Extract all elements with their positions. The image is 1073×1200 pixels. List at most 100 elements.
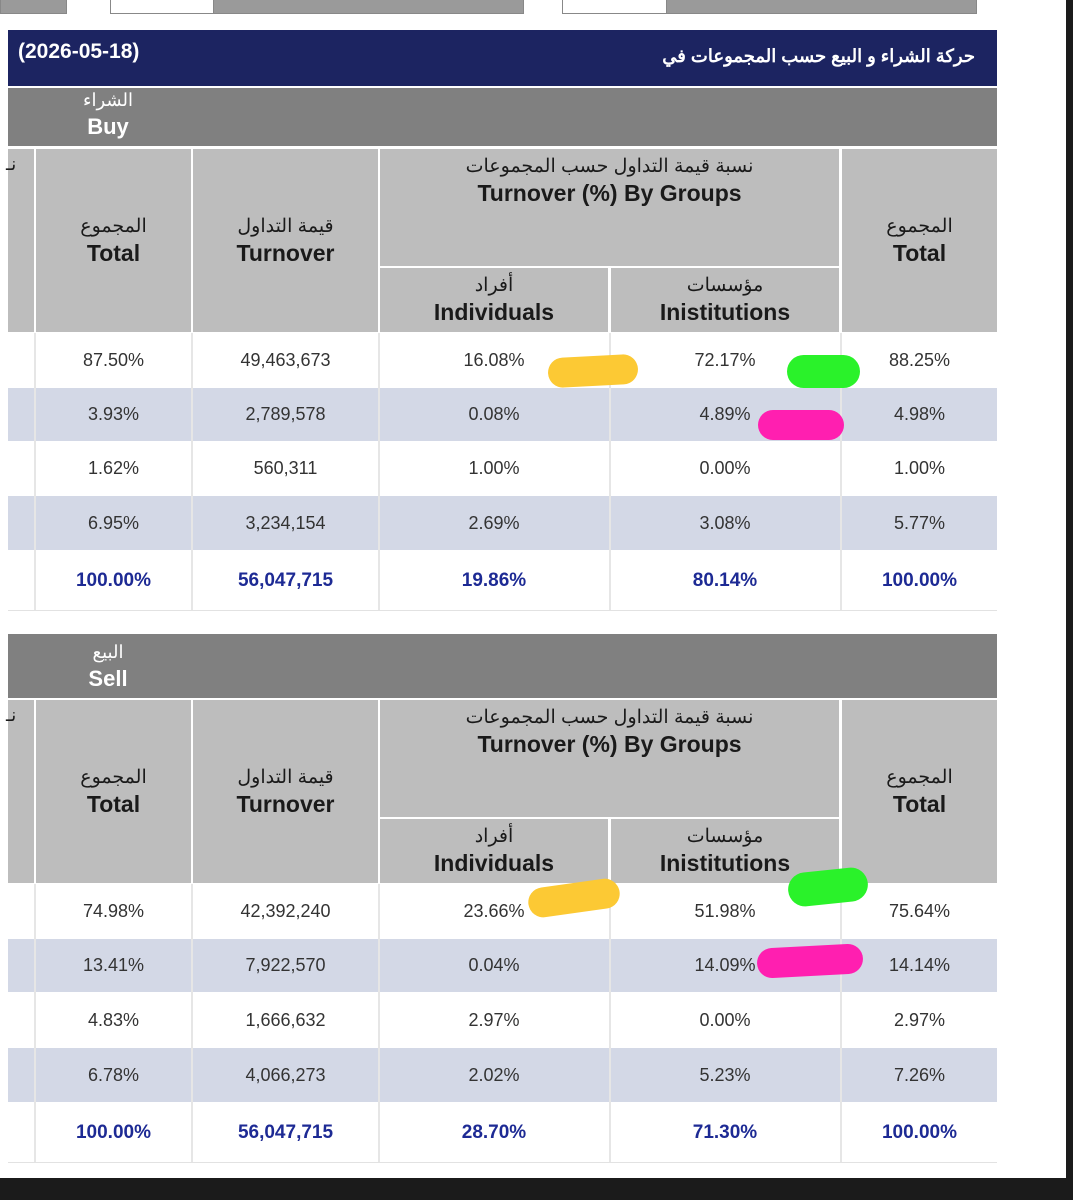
sell-turnover-header: قيمة التداول Turnover	[193, 700, 378, 883]
sell-totals-individuals: 28.70%	[461, 1121, 527, 1143]
buy-label-en: Buy	[87, 114, 129, 139]
screen-frame-right	[1066, 0, 1073, 1200]
sell-row2-turnover: 7,922,570	[245, 955, 326, 975]
sell-row3-group-total: 2.97%	[893, 1009, 946, 1030]
buy-groups-header: نسبة قيمة التداول حسب المجموعات Turnover …	[380, 149, 839, 266]
column-divider	[840, 884, 842, 1162]
sell-row4-turnover: 4,066,273	[245, 1064, 326, 1085]
buy-total-header: المجموع Total	[36, 149, 191, 332]
buy-totals-individuals: 19.86%	[461, 569, 527, 591]
column-divider	[378, 884, 380, 1162]
highlight-mark-pink	[758, 410, 844, 440]
buy-row1-institutions: 72.17%	[694, 349, 756, 370]
column-divider	[34, 333, 36, 610]
top-input-box-2[interactable]	[562, 0, 667, 14]
sell-row2-total: 13.41%	[82, 955, 145, 975]
sell-row4-total: 6.78%	[87, 1064, 140, 1085]
sell-row1-institutions: 51.98%	[694, 900, 756, 921]
buy-totals-total: 100.00%	[75, 569, 151, 591]
sell-row2-individuals: 0.04%	[468, 955, 520, 975]
buy-row3-total: 1.62%	[87, 458, 140, 478]
sell-row4-institutions: 5.23%	[699, 1064, 751, 1085]
buy-row2-turnover: 2,789,578	[245, 404, 326, 424]
buy-row1-group-total: 88.25%	[888, 349, 951, 370]
column-divider	[378, 333, 380, 610]
buy-totals-turnover: 56,047,715	[237, 569, 334, 591]
buy-row4-individuals: 2.69%	[468, 512, 520, 533]
row-divider	[8, 1162, 997, 1163]
column-divider	[191, 333, 193, 610]
table-row	[8, 496, 997, 550]
sell-row3-turnover: 1,666,632	[245, 1009, 326, 1030]
top-dropdown-1[interactable]	[213, 0, 524, 14]
top-input-box[interactable]	[110, 0, 214, 14]
buy-row4-group-total: 5.77%	[893, 512, 946, 533]
buy-row1-total: 87.50%	[82, 349, 145, 370]
sell-group-total-header: المجموع Total	[842, 700, 997, 883]
cut-off-column-label: نـ	[6, 154, 17, 174]
buy-row4-turnover: 3,234,154	[245, 512, 326, 533]
buy-row3-institutions: 0.00%	[699, 458, 751, 478]
sell-individuals-header: أفراد Individuals	[380, 819, 608, 883]
buy-row3-individuals: 1.00%	[468, 458, 520, 478]
sell-totals-institutions: 71.30%	[692, 1121, 758, 1143]
buy-turnover-header: قيمة التداول Turnover	[193, 149, 378, 332]
buy-institutions-header: مؤسسات Inistitutions	[611, 268, 839, 332]
buy-individuals-header: أفراد Individuals	[380, 268, 608, 332]
table-row	[8, 993, 997, 1047]
screen-frame-bottom	[0, 1178, 1073, 1200]
cut-off-column-header	[8, 700, 34, 883]
row-divider	[8, 610, 997, 611]
report-title-bar: (2026-05-18) حركة الشراء و البيع حسب الم…	[8, 30, 997, 86]
totals-row	[8, 1103, 997, 1162]
sell-total-header: المجموع Total	[36, 700, 191, 883]
top-dropdown-left-partial[interactable]	[0, 0, 67, 14]
buy-row2-institutions: 4.89%	[699, 404, 751, 424]
sell-totals-turnover: 56,047,715	[237, 1121, 334, 1143]
sell-row1-turnover: 42,392,240	[240, 900, 331, 921]
buy-label-ar: الشراء	[83, 90, 133, 110]
report-title: حركة الشراء و البيع حسب المجموعات في	[662, 46, 975, 66]
buy-row3-group-total: 1.00%	[893, 458, 946, 478]
highlight-mark-green	[787, 355, 860, 388]
highlight-mark-yellow	[547, 353, 639, 389]
cut-off-column-header	[8, 149, 34, 332]
column-divider	[609, 333, 611, 610]
column-divider	[34, 884, 36, 1162]
sell-label-ar: البيع	[92, 642, 124, 662]
buy-row2-total: 3.93%	[87, 404, 140, 424]
buy-row2-group-total: 4.98%	[893, 404, 946, 424]
buy-group-total-header: المجموع Total	[842, 149, 997, 332]
cut-off-column-label: نـ	[6, 705, 17, 725]
table-row	[8, 442, 997, 495]
sell-row1-group-total: 75.64%	[888, 900, 951, 921]
sell-label-en: Sell	[88, 666, 128, 691]
sell-section-header: البيع Sell	[8, 634, 997, 698]
sell-row2-group-total: 14.14%	[888, 955, 951, 975]
sell-row1-individuals: 23.66%	[463, 900, 525, 921]
sell-row1-total: 74.98%	[82, 900, 145, 921]
buy-row4-total: 6.95%	[87, 512, 140, 533]
sell-row3-total: 4.83%	[87, 1009, 140, 1030]
buy-row1-individuals: 16.08%	[463, 349, 525, 370]
buy-totals-institutions: 80.14%	[692, 569, 758, 591]
sell-row4-individuals: 2.02%	[468, 1064, 520, 1085]
top-dropdown-2[interactable]	[666, 0, 977, 14]
table-row	[8, 1048, 997, 1102]
highlight-mark-pink	[756, 943, 864, 979]
buy-row2-individuals: 0.08%	[468, 404, 520, 424]
sell-totals-total: 100.00%	[75, 1121, 151, 1143]
buy-row3-turnover: 560,311	[253, 458, 318, 478]
buy-row4-institutions: 3.08%	[699, 512, 751, 533]
column-divider	[191, 884, 193, 1162]
column-divider	[840, 333, 842, 610]
sell-row2-institutions: 14.09%	[694, 955, 756, 975]
sell-row3-institutions: 0.00%	[699, 1009, 751, 1030]
buy-section-header: الشراء Buy	[8, 88, 997, 146]
report-date: (2026-05-18)	[18, 40, 140, 63]
buy-totals-group-total: 100.00%	[881, 569, 957, 591]
buy-row1-turnover: 49,463,673	[240, 349, 331, 370]
sell-row4-group-total: 7.26%	[893, 1064, 946, 1085]
sell-totals-group-total: 100.00%	[881, 1121, 957, 1143]
sell-groups-header: نسبة قيمة التداول حسب المجموعات Turnover …	[380, 700, 839, 817]
